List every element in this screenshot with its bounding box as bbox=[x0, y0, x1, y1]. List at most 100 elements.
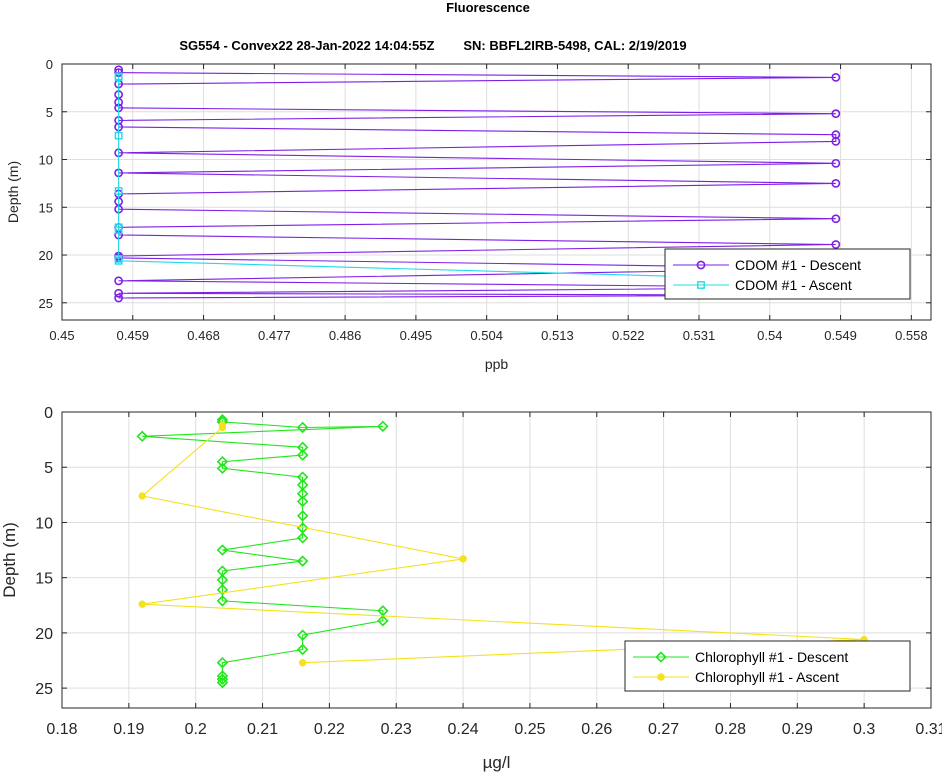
legend-marker bbox=[657, 673, 665, 681]
x-tick-label: 0.558 bbox=[895, 328, 928, 343]
x-tick-label: 0.28 bbox=[715, 721, 746, 738]
x-tick-label: 0.21 bbox=[247, 721, 278, 738]
data-point bbox=[377, 420, 389, 433]
data-point bbox=[114, 293, 124, 303]
x-tick-label: 0.495 bbox=[400, 328, 433, 343]
legend-label: CDOM #1 - Ascent bbox=[735, 277, 852, 293]
x-tick-label: 0.54 bbox=[757, 328, 782, 343]
data-point bbox=[831, 240, 841, 249]
figure-subtitle: SG554 - Convex22 28-Jan-2022 14:04:55Z S… bbox=[179, 38, 686, 53]
y-tick-label: 20 bbox=[35, 626, 53, 643]
data-point bbox=[296, 441, 309, 454]
axes-box bbox=[61, 63, 932, 321]
y-tick-label: 15 bbox=[35, 571, 53, 588]
data-point bbox=[216, 595, 229, 607]
x-tick-label: 0.27 bbox=[648, 721, 679, 738]
x-tick-label: 0.18 bbox=[46, 721, 77, 738]
axes-box bbox=[61, 411, 932, 709]
chlorophyll-plot: 0.18 0.19 0.2 0.21 0.22 0.23 0.24 0.25 0.26 0.27 0… bbox=[0, 405, 942, 772]
data-point bbox=[216, 670, 229, 682]
data-point bbox=[114, 288, 124, 298]
data-point bbox=[296, 471, 309, 483]
y-tick-label: 0 bbox=[44, 405, 53, 422]
data-point bbox=[216, 676, 229, 689]
x-tick-label: 0.22 bbox=[314, 721, 345, 738]
y-tick-label: 5 bbox=[46, 105, 53, 120]
data-point bbox=[296, 532, 309, 544]
data-point bbox=[296, 555, 309, 567]
x-tick-label: 0.522 bbox=[612, 328, 645, 343]
data-point bbox=[296, 629, 309, 641]
x-tick-label: 0.3 bbox=[853, 721, 875, 738]
cdom-plot: 0.45 0.459 0.468 0.477 0.486 0.495 0.504 0.513 0… bbox=[5, 57, 932, 372]
legend-label: CDOM #1 - Descent bbox=[735, 257, 861, 273]
y-tick-label: 15 bbox=[39, 200, 53, 215]
data-point bbox=[136, 430, 148, 443]
data-point bbox=[216, 584, 229, 596]
data-point bbox=[138, 492, 146, 500]
y-tick-label: 25 bbox=[35, 681, 53, 698]
legend-box bbox=[664, 248, 911, 300]
y-tick-label: 10 bbox=[39, 153, 53, 168]
x-tick-label: 0.26 bbox=[581, 721, 612, 738]
data-point bbox=[218, 423, 227, 432]
data-point bbox=[114, 187, 123, 195]
data-point bbox=[114, 131, 123, 140]
data-point bbox=[114, 256, 123, 265]
data-point bbox=[459, 555, 467, 563]
data-point bbox=[216, 673, 229, 686]
legend-marker bbox=[697, 281, 705, 289]
y-tick-label: 10 bbox=[35, 515, 53, 532]
y-axis-label: Depth (m) bbox=[0, 522, 19, 598]
x-tick-label: 0.29 bbox=[782, 721, 813, 738]
x-tick-label: 0.486 bbox=[329, 328, 362, 343]
data-point bbox=[831, 158, 841, 168]
legend-label: Chlorophyll #1 - Ascent bbox=[695, 669, 839, 685]
data-point bbox=[216, 455, 229, 468]
data-point bbox=[114, 73, 123, 82]
x-tick-label: 0.477 bbox=[258, 328, 291, 343]
legend-marker bbox=[655, 651, 667, 663]
data-point bbox=[831, 214, 841, 224]
legend-marker bbox=[696, 260, 706, 270]
y-tick-label: 25 bbox=[39, 296, 53, 311]
data-point bbox=[296, 487, 309, 500]
data-point bbox=[216, 462, 229, 475]
data-point bbox=[114, 226, 123, 235]
data-point bbox=[377, 615, 389, 627]
data-point bbox=[831, 109, 841, 119]
data-point bbox=[296, 643, 309, 656]
x-tick-label: 0.459 bbox=[117, 328, 150, 343]
series-ascent bbox=[138, 421, 868, 667]
data-point bbox=[831, 179, 841, 188]
x-tick-label: 0.504 bbox=[470, 328, 503, 343]
data-point bbox=[138, 600, 146, 608]
data-point bbox=[216, 656, 229, 669]
x-tick-label: 0.25 bbox=[514, 721, 545, 738]
data-point bbox=[831, 72, 841, 82]
x-tick-label: 0.531 bbox=[683, 328, 716, 343]
legend-box bbox=[624, 640, 911, 692]
series-descent bbox=[136, 413, 389, 689]
data-point bbox=[296, 510, 309, 522]
x-tick-label: 0.23 bbox=[381, 721, 412, 738]
y-tick-label: 0 bbox=[46, 57, 53, 72]
legend: CDOM #1 - Descent CDOM #1 - Ascent bbox=[664, 248, 911, 300]
x-axis-label: ppb bbox=[485, 356, 509, 372]
y-tick-label: 5 bbox=[44, 460, 53, 477]
x-tick-label: 0.19 bbox=[113, 721, 144, 738]
x-tick-label: 0.549 bbox=[824, 328, 857, 343]
data-point bbox=[296, 495, 309, 508]
x-tick-label: 0.31 bbox=[915, 721, 942, 738]
figure-title: Fluorescence bbox=[446, 0, 530, 15]
x-tick-label: 0.468 bbox=[187, 328, 220, 343]
legend: Chlorophyll #1 - Descent Chlorophyll #1 -… bbox=[624, 640, 911, 692]
data-point bbox=[831, 136, 841, 146]
y-axis-label: Depth (m) bbox=[5, 161, 21, 223]
data-point bbox=[296, 421, 309, 434]
legend-label: Chlorophyll #1 - Descent bbox=[695, 649, 848, 665]
y-tick-label: 20 bbox=[39, 248, 53, 263]
data-point bbox=[114, 276, 124, 286]
